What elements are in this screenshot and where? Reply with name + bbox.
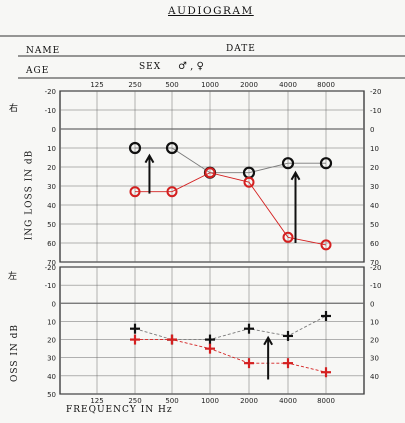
x-tick-label: 8000 bbox=[317, 81, 335, 89]
right-tick-label: -20 bbox=[370, 88, 381, 96]
x-tick-label: 125 bbox=[90, 397, 103, 405]
annotation-arrow bbox=[144, 153, 155, 194]
data-point bbox=[281, 157, 295, 170]
data-point bbox=[130, 323, 140, 334]
sex-options: ♂ , ♀ bbox=[178, 61, 204, 72]
x-axis-label: FREQUENCY IN Hz bbox=[66, 405, 173, 415]
annotation-arrow bbox=[290, 170, 301, 243]
y-tick-label: 10 bbox=[47, 145, 56, 153]
data-point bbox=[244, 323, 254, 334]
x-tick-label: 500 bbox=[165, 81, 178, 89]
data-point bbox=[283, 330, 293, 341]
right-tick-label: 20 bbox=[370, 337, 379, 345]
right-tick-label: 60 bbox=[370, 240, 379, 248]
series-line bbox=[134, 315, 327, 341]
data-point bbox=[129, 186, 141, 198]
right-tick-label: -10 bbox=[370, 107, 381, 115]
data-point bbox=[165, 141, 179, 155]
age-label: AGE bbox=[26, 66, 50, 76]
y-tick-label: 20 bbox=[47, 164, 56, 172]
y-tick-label: 60 bbox=[47, 240, 56, 248]
right-tick-label: 20 bbox=[370, 164, 379, 172]
left-ear-panel: -20 -10 0 10 20 30 40 50 -20 -10 0 10 20 30 40 125 250 50… bbox=[45, 264, 382, 405]
y-tick-label: 50 bbox=[47, 391, 56, 399]
y-tick-label: -10 bbox=[45, 107, 56, 115]
y-tick-label: 20 bbox=[47, 337, 56, 345]
annotation-arrow bbox=[263, 335, 274, 380]
data-point bbox=[243, 176, 255, 188]
x-tick-label: 1000 bbox=[201, 81, 219, 89]
right-tick-label: 30 bbox=[370, 355, 379, 363]
x-tick-label: 250 bbox=[128, 397, 141, 405]
right-tick-label: 0 bbox=[370, 126, 374, 134]
y-tick-label: -20 bbox=[45, 88, 56, 96]
data-point bbox=[321, 310, 331, 321]
right-tick-label: 30 bbox=[370, 183, 379, 191]
data-point bbox=[205, 334, 215, 345]
series-line bbox=[135, 147, 326, 174]
data-point bbox=[205, 343, 215, 354]
right-tick-label: 10 bbox=[370, 318, 379, 326]
y-tick-label: -20 bbox=[45, 264, 56, 272]
y-tick-label: 30 bbox=[47, 183, 56, 191]
y-tick-label: 50 bbox=[47, 221, 56, 229]
x-tick-label: 8000 bbox=[317, 397, 335, 405]
left-ear-label: 左 bbox=[8, 272, 18, 282]
x-tick-label: 2000 bbox=[240, 397, 258, 405]
y-tick-label: 70 bbox=[47, 259, 56, 267]
right-tick-label: -20 bbox=[370, 264, 381, 272]
y-tick-label: 40 bbox=[47, 373, 56, 381]
y-tick-label: -10 bbox=[45, 282, 56, 290]
data-point bbox=[167, 334, 177, 345]
data-point bbox=[166, 186, 178, 198]
series-line bbox=[135, 339, 327, 373]
x-tick-label: 125 bbox=[90, 81, 103, 89]
data-point bbox=[319, 157, 333, 170]
data-point bbox=[244, 358, 254, 369]
right-tick-label: 0 bbox=[370, 300, 374, 308]
name-label: NAME bbox=[26, 46, 61, 56]
data-point bbox=[283, 358, 293, 369]
right-ear-label: 右 bbox=[9, 104, 19, 114]
data-point bbox=[204, 167, 216, 179]
data-point bbox=[321, 367, 331, 378]
y-tick-label: 0 bbox=[52, 300, 56, 308]
data-point bbox=[282, 231, 294, 243]
x-tick-label: 500 bbox=[165, 397, 178, 405]
right-tick-label: 40 bbox=[370, 202, 379, 210]
y-tick-label: 30 bbox=[47, 355, 56, 363]
data-point bbox=[128, 141, 142, 155]
arrow-head bbox=[290, 170, 301, 181]
right-tick-label: 70 bbox=[370, 259, 379, 267]
arrow-head bbox=[263, 335, 274, 346]
series-line bbox=[135, 172, 327, 246]
right-ear-panel: -20 -10 0 10 20 30 40 50 60 70 -20 -10 0 10 20 30 40 50 60… bbox=[45, 81, 382, 267]
plot-frame bbox=[59, 266, 365, 395]
x-tick-label: 4000 bbox=[279, 397, 297, 405]
x-tick-label: 4000 bbox=[279, 81, 297, 89]
arrow-head bbox=[144, 153, 155, 164]
data-point bbox=[130, 334, 140, 345]
form-lines bbox=[0, 35, 405, 79]
x-tick-label: 2000 bbox=[240, 81, 258, 89]
x-tick-label: 1000 bbox=[201, 397, 219, 405]
date-label: DATE bbox=[226, 44, 256, 54]
right-tick-label: 40 bbox=[370, 373, 379, 381]
x-tick-label: 250 bbox=[128, 81, 141, 89]
y-tick-label: 40 bbox=[47, 202, 56, 210]
y-tick-label: 10 bbox=[47, 318, 56, 326]
right-tick-label: 50 bbox=[370, 221, 379, 229]
right-tick-label: 10 bbox=[370, 145, 379, 153]
right-tick-label: -10 bbox=[370, 282, 381, 290]
y-tick-label: 0 bbox=[52, 126, 56, 134]
data-point bbox=[320, 239, 332, 251]
form-title: AUDIOGRAM bbox=[168, 5, 254, 17]
sex-label: SEX bbox=[139, 62, 162, 72]
